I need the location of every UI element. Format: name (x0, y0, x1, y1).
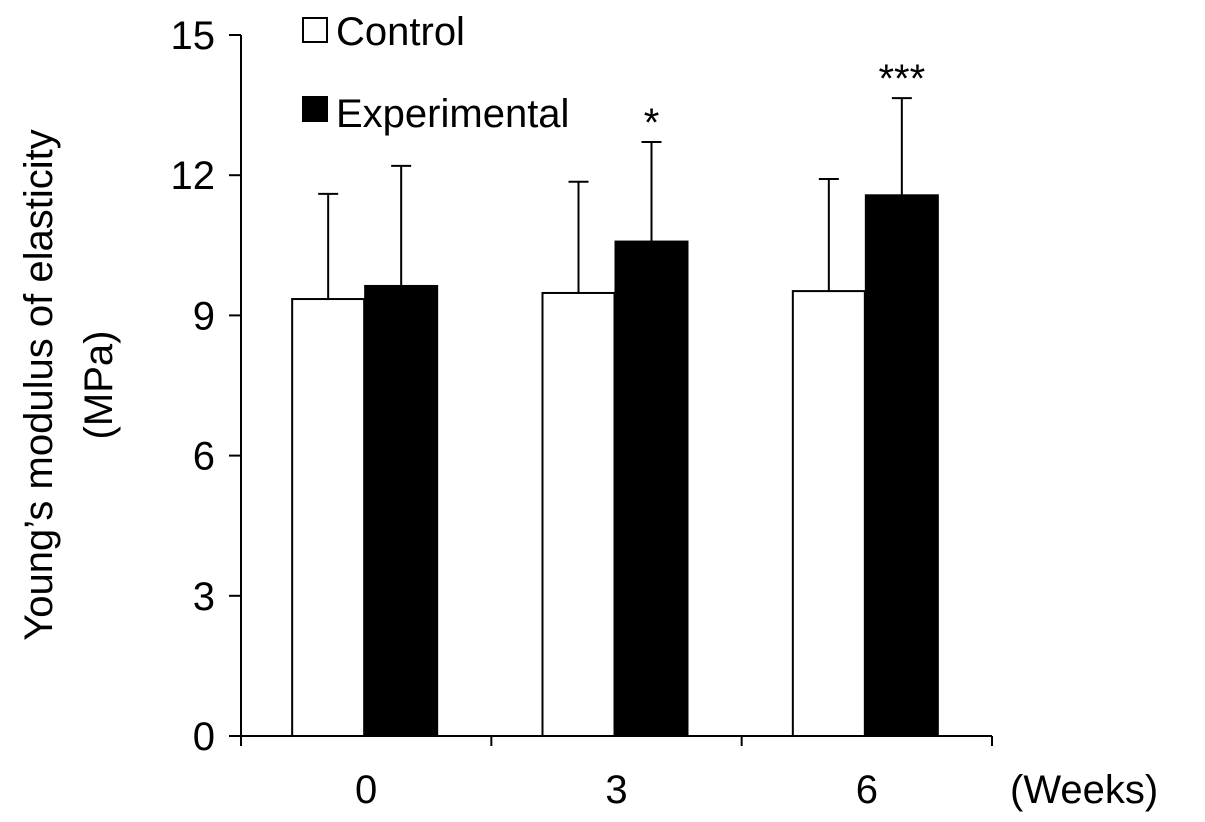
x-axis-title: (Weeks) (1010, 768, 1158, 812)
y-tick-label: 6 (193, 435, 215, 479)
legend-swatch-control (302, 17, 328, 43)
y-tick-label: 3 (193, 575, 215, 619)
y-tick-label: 12 (171, 154, 216, 198)
legend-swatch-experimental (302, 96, 328, 122)
significance-annotation: *** (878, 57, 925, 101)
x-tick-label: 0 (355, 768, 377, 812)
y-tick-label: 15 (171, 14, 216, 58)
x-axis-ticks: 0 3 6 (240, 736, 993, 812)
x-tick-label: 3 (605, 768, 627, 812)
legend: Control Experimental (302, 10, 569, 136)
y-tick-label: 9 (193, 294, 215, 338)
bars-layer: **** (291, 57, 939, 737)
bar-control-6 (791, 290, 866, 737)
y-axis-ticks: 0 3 6 9 12 15 (171, 14, 241, 759)
y-tick-label: 0 (193, 715, 215, 759)
bar-experimental-0 (364, 284, 439, 737)
y-axis-unit: (MPa) (77, 331, 121, 440)
bar-control-0 (291, 298, 366, 737)
bar-experimental-6 (864, 194, 939, 737)
legend-label-control: Control (336, 10, 465, 54)
y-axis-title: Young’s modulus of elasticity (17, 129, 61, 640)
significance-annotation: * (644, 101, 660, 145)
legend-label-experimental: Experimental (336, 92, 569, 136)
bar-control-3 (541, 291, 616, 737)
x-tick-label: 6 (856, 768, 878, 812)
bar-experimental-3 (614, 240, 689, 737)
